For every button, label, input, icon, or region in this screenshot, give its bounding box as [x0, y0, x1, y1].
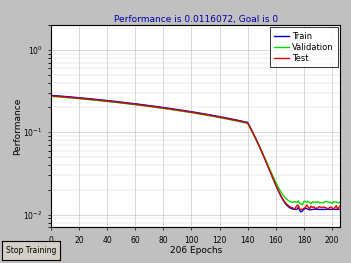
Title: Performance is 0.0116072, Goal is 0: Performance is 0.0116072, Goal is 0	[114, 15, 278, 24]
Text: Stop Training: Stop Training	[6, 246, 56, 255]
Train	[338, 208, 343, 211]
Train	[49, 94, 53, 97]
Y-axis label: Performance: Performance	[13, 98, 22, 155]
Test	[338, 204, 343, 207]
Test	[232, 118, 236, 122]
Test	[298, 208, 302, 211]
Test	[317, 205, 322, 208]
Line: Validation: Validation	[51, 96, 340, 205]
Test	[49, 94, 53, 98]
Train	[268, 170, 272, 173]
Validation	[49, 95, 53, 98]
Validation	[129, 103, 133, 106]
Validation	[300, 203, 305, 206]
X-axis label: 206 Epochs: 206 Epochs	[170, 246, 222, 255]
Validation	[232, 119, 236, 122]
Train	[299, 210, 303, 214]
Test	[291, 206, 295, 209]
Validation	[268, 169, 272, 172]
Test	[129, 102, 133, 105]
Train	[317, 208, 322, 211]
Validation	[317, 201, 322, 204]
Validation	[291, 201, 295, 204]
Train	[286, 205, 291, 208]
Train	[129, 102, 133, 105]
Validation	[286, 199, 291, 202]
Test	[286, 204, 291, 207]
Test	[268, 170, 272, 173]
Line: Test: Test	[51, 96, 340, 210]
Legend: Train, Validation, Test: Train, Validation, Test	[270, 28, 338, 67]
Line: Train: Train	[51, 95, 340, 212]
Train	[232, 118, 236, 121]
Validation	[338, 200, 343, 203]
Train	[291, 208, 295, 211]
